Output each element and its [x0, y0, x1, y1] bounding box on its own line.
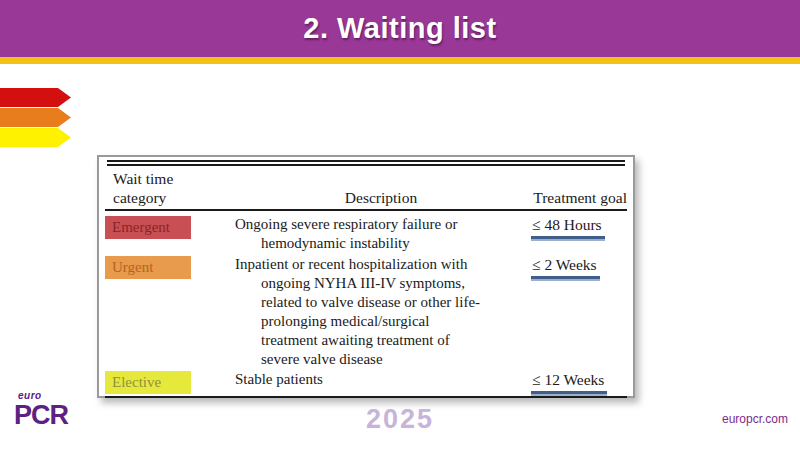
elective-badge: Elective: [105, 371, 191, 394]
urgent-badge: Urgent: [105, 256, 191, 279]
table-row-emergent: Emergent Ongoing severe respiratory fail…: [105, 214, 627, 254]
col-header-treatment-goal: Treatment goal: [531, 188, 627, 207]
table-row-urgent: Urgent Inpatient or recent hospitalizati…: [105, 254, 627, 369]
col-header-description: Description: [231, 188, 531, 207]
priority-arrows: [0, 88, 72, 148]
page-title: 2. Waiting list: [303, 12, 496, 45]
title-bar: 2. Waiting list: [0, 0, 800, 57]
slide: 2. Waiting list Wait timecategory Descri…: [0, 0, 800, 450]
yellow-arrow-icon: [0, 128, 71, 147]
description-cell: Ongoing severe respiratory failure orhem…: [231, 214, 531, 253]
treatment-goal-cell: ≤ 48 Hours: [531, 214, 627, 239]
waiting-list-table: Wait timecategory Description Treatment …: [97, 155, 635, 398]
emergent-badge: Emergent: [105, 216, 191, 239]
goal-value: ≤ 2 Weeks: [531, 255, 600, 279]
table-bottom-rule: [105, 396, 627, 398]
gold-divider: [0, 57, 800, 64]
treatment-goal-cell: ≤ 2 Weeks: [531, 254, 627, 279]
table-row-elective: Elective Stable patients ≤ 12 Weeks: [105, 369, 627, 395]
red-arrow-icon: [0, 88, 71, 107]
year-label: 2025: [0, 404, 800, 435]
treatment-goal-cell: ≤ 12 Weeks: [531, 369, 627, 394]
category-cell: Emergent: [105, 214, 231, 239]
goal-value: ≤ 12 Weeks: [531, 370, 607, 394]
category-cell: Elective: [105, 369, 231, 394]
table-header-row: Wait timecategory Description Treatment …: [105, 166, 627, 207]
description-cell: Stable patients: [231, 369, 531, 389]
goal-value: ≤ 48 Hours: [531, 215, 605, 239]
website-link[interactable]: europcr.com: [722, 412, 788, 426]
col-header-wait-time-category: Wait timecategory: [105, 169, 231, 207]
category-cell: Urgent: [105, 254, 231, 279]
orange-arrow-icon: [0, 108, 71, 127]
table-header-rule: [105, 209, 627, 211]
description-cell: Inpatient or recent hospitalization with…: [231, 254, 531, 369]
